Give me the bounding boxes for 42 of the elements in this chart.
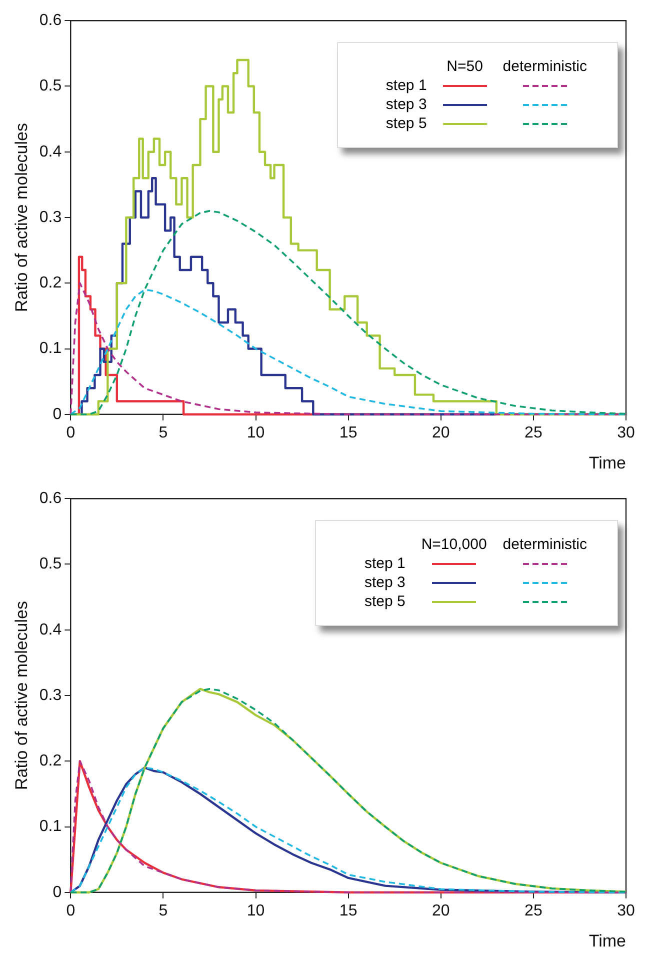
- y-axis-title: Ratio of active molecules: [12, 601, 31, 790]
- x-tick-label: 0: [66, 424, 76, 442]
- y-tick-label: 0.1: [39, 818, 62, 836]
- y-tick-label: 0.2: [39, 752, 62, 770]
- x-tick-label: 5: [158, 424, 168, 442]
- y-tick-label: 0.1: [39, 340, 62, 358]
- y-tick-label: 0.3: [39, 208, 62, 226]
- legend-label: step 3: [384, 95, 428, 114]
- legend-label: step 5: [384, 114, 428, 133]
- legend-label: step 5: [363, 592, 406, 611]
- x-tick-label: 15: [339, 424, 358, 442]
- x-tick-label: 20: [432, 424, 450, 442]
- legend-title: N=10,000: [420, 535, 488, 554]
- x-tick-label: 10: [246, 424, 265, 442]
- y-tick-label: 0.5: [39, 556, 62, 573]
- x-axis-title: Time: [588, 931, 626, 950]
- x-axis-title: Time: [588, 453, 626, 472]
- annotation: deterministic: [502, 58, 587, 75]
- legend-label: step 3: [363, 573, 406, 592]
- y-tick-label: 0.5: [39, 78, 62, 95]
- y-tick-label: 0.4: [39, 143, 62, 160]
- x-tick-label: 5: [158, 902, 168, 920]
- x-tick-label: 20: [432, 902, 450, 920]
- x-tick-label: 0: [66, 902, 76, 920]
- x-tick-label: 30: [617, 424, 635, 442]
- legend-label: step 1: [384, 76, 428, 95]
- y-tick-label: 0.3: [39, 686, 62, 704]
- legend-label: step 1: [363, 554, 406, 573]
- y-tick-label: 0.4: [39, 621, 62, 638]
- x-tick-label: 30: [617, 902, 635, 920]
- y-tick-label: 0: [52, 406, 62, 423]
- x-tick-label: 15: [339, 902, 358, 920]
- x-tick-label: 25: [524, 424, 542, 442]
- y-tick-label: 0.6: [39, 12, 62, 30]
- x-tick-label: 25: [524, 902, 542, 920]
- annotation: deterministic: [502, 536, 587, 553]
- legend-title: N=50: [446, 57, 484, 76]
- y-tick-label: 0.6: [39, 490, 62, 508]
- y-tick-label: 0: [52, 884, 62, 901]
- x-tick-label: 10: [246, 902, 265, 920]
- y-axis-title: Ratio of active molecules: [12, 123, 31, 312]
- y-tick-label: 0.2: [39, 274, 62, 292]
